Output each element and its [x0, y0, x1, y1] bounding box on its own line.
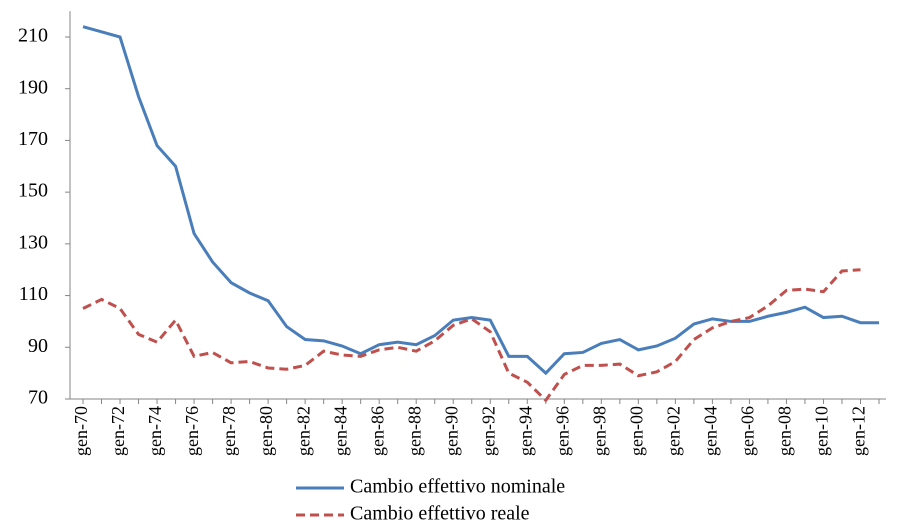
- x-tick-label: gen-82: [293, 406, 313, 456]
- x-tick-label: gen-90: [441, 406, 461, 456]
- y-tick-label: 190: [18, 76, 48, 98]
- x-tick-label: gen-86: [367, 406, 387, 456]
- x-tick-label: gen-80: [256, 406, 276, 456]
- y-tick-label: 150: [18, 180, 48, 202]
- x-tick-label: gen-04: [701, 406, 721, 456]
- y-tick-label: 170: [18, 128, 48, 150]
- x-tick-label: gen-84: [330, 406, 350, 456]
- x-tick-label: gen-02: [663, 406, 683, 456]
- x-tick-label: gen-00: [626, 406, 646, 456]
- legend-label: Cambio effettivo reale: [350, 503, 530, 525]
- y-tick-label: 110: [19, 283, 48, 305]
- y-tick-label: 210: [18, 25, 48, 47]
- x-tick-label: gen-88: [404, 406, 424, 456]
- legend-label: Cambio effettivo nominale: [350, 476, 565, 498]
- series-line: [82, 268, 861, 403]
- y-tick-label: 70: [28, 387, 48, 409]
- series-line: [82, 25, 879, 376]
- x-tick-label: gen-94: [515, 406, 535, 456]
- x-tick-label: gen-12: [849, 406, 869, 456]
- x-tick-label: gen-06: [738, 406, 758, 456]
- x-tick-label: gen-08: [775, 406, 795, 456]
- x-tick-label: gen-98: [589, 406, 609, 456]
- x-tick-label: gen-70: [71, 406, 91, 456]
- x-tick-label: gen-10: [812, 406, 832, 456]
- y-tick-label: 130: [18, 231, 48, 253]
- x-tick-label: gen-76: [182, 406, 202, 456]
- x-tick-label: gen-74: [145, 406, 165, 456]
- y-tick-label: 90: [28, 335, 48, 357]
- x-tick-label: gen-92: [478, 406, 498, 456]
- x-tick-label: gen-96: [552, 406, 572, 456]
- x-tick-label: gen-78: [219, 406, 239, 456]
- x-tick-label: gen-72: [108, 406, 128, 456]
